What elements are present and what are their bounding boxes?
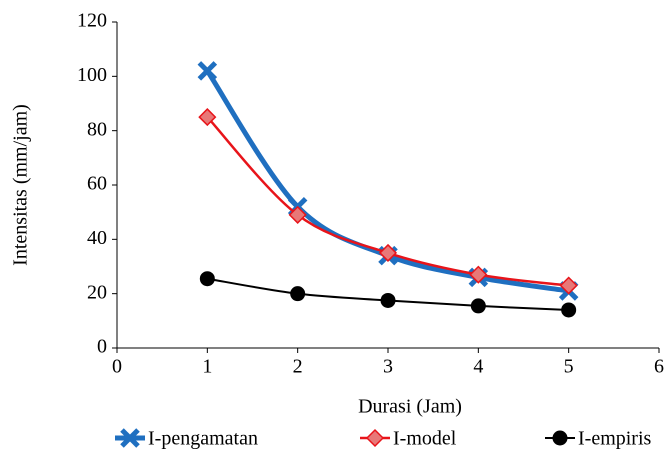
x-axis-label: Durasi (Jam) — [358, 396, 462, 418]
legend-marker — [365, 428, 385, 448]
x-tick-label: 5 — [564, 356, 574, 378]
legend-marker — [552, 430, 568, 446]
legend-label: I-model — [393, 428, 457, 450]
marker — [470, 298, 486, 314]
x-tick-label: 0 — [112, 356, 122, 378]
marker — [198, 108, 217, 127]
x-tick-label: 4 — [473, 356, 483, 378]
y-tick-label: 80 — [87, 118, 107, 140]
marker — [290, 286, 306, 302]
x-tick-label: 3 — [383, 356, 393, 378]
y-tick-label: 20 — [87, 281, 107, 303]
y-tick-label: 120 — [77, 10, 107, 32]
marker — [561, 302, 577, 318]
marker — [378, 243, 398, 262]
marker — [197, 61, 218, 81]
y-tick-label: 0 — [97, 336, 107, 358]
marker — [559, 276, 578, 295]
x-tick-label: 2 — [293, 356, 303, 378]
y-tick-label: 60 — [87, 173, 107, 195]
marker — [380, 292, 396, 308]
x-tick-label: 6 — [654, 356, 664, 378]
y-axis-label: Intensitas (mm/jam) — [10, 104, 32, 266]
marker — [288, 205, 307, 224]
legend-marker — [120, 428, 140, 448]
x-tick-label: 1 — [202, 356, 212, 378]
y-tick-label: 100 — [77, 64, 107, 86]
legend-label: I-pengamatan — [148, 428, 258, 450]
y-tick-label: 40 — [87, 227, 107, 249]
marker — [469, 265, 488, 284]
marker — [199, 271, 215, 287]
legend-label: I-empiris — [578, 428, 652, 450]
